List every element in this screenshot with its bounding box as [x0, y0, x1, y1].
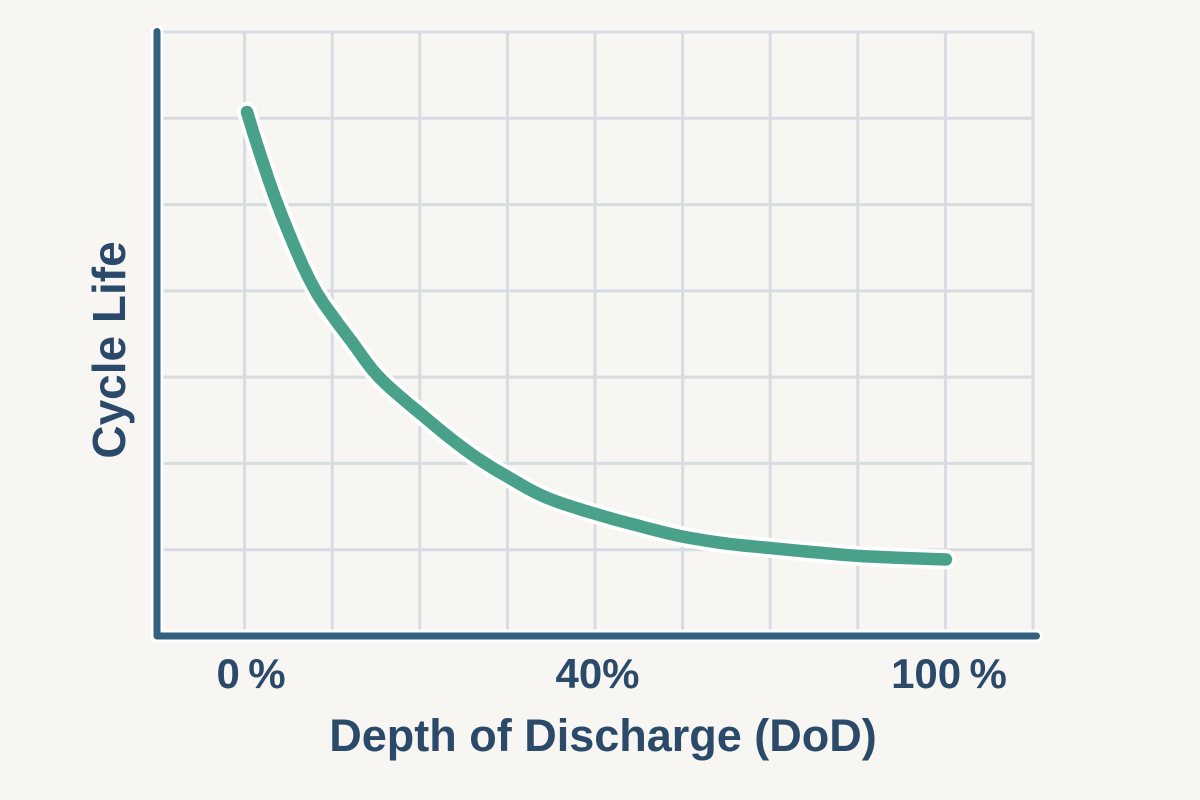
- svg-text:Cycle Life: Cycle Life: [83, 241, 135, 458]
- svg-text:100 %: 100 %: [891, 650, 1007, 697]
- svg-text:Depth of Discharge (DoD): Depth of Discharge (DoD): [329, 710, 877, 761]
- svg-text:0 %: 0 %: [216, 650, 285, 697]
- svg-text:40%: 40%: [555, 650, 639, 697]
